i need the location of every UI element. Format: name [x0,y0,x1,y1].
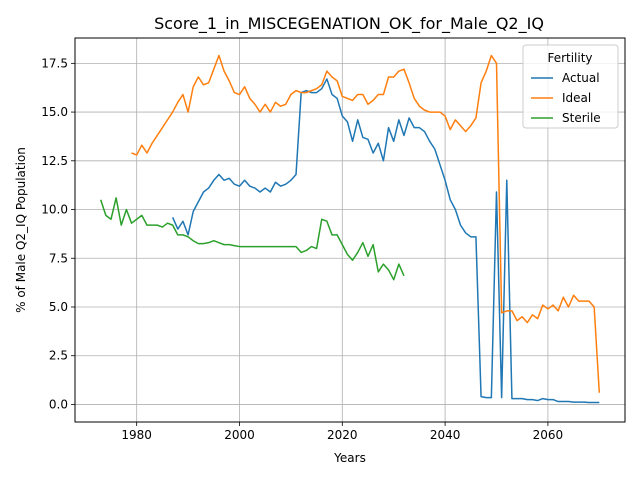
legend-title: Fertility [547,51,592,65]
x-tick-label: 2060 [533,428,564,442]
x-axis: 1980 2000 2020 2040 2060 [121,422,563,442]
y-tick-label: 7.5 [49,251,68,265]
chart-title: Score_1_in_MISCEGENATION_OK_for_Male_Q2_… [154,14,544,34]
y-tick-label: 2.5 [49,349,68,363]
x-axis-label: Years [333,451,366,465]
x-tick-label: 2020 [327,428,358,442]
y-tick-label: 5.0 [49,300,68,314]
legend-label-actual: Actual [562,71,600,85]
x-tick-label: 2040 [430,428,461,442]
legend-label-sterile: Sterile [562,111,601,125]
legend-label-ideal: Ideal [562,91,591,105]
grid [75,38,625,422]
y-axis-label: % of Male Q2_IQ Population [14,147,28,313]
y-tick-label: 10.0 [41,203,68,217]
y-tick-label: 17.5 [41,56,68,70]
legend: Fertility Actual Ideal Sterile [522,44,619,129]
x-tick-label: 1980 [121,428,152,442]
y-tick-label: 0.0 [49,397,68,411]
x-tick-label: 2000 [224,428,255,442]
plot-frame [74,37,626,423]
y-axis: 0.0 2.5 5.0 7.5 10.0 12.5 15.0 17.5 [41,56,75,411]
series-line-actual [171,78,600,404]
y-tick-label: 15.0 [41,105,68,119]
series-layer [99,54,601,404]
y-tick-label: 12.5 [41,154,68,168]
series-line-sterile [99,197,405,281]
series-line-ideal [131,54,601,393]
legend-box [522,44,619,129]
